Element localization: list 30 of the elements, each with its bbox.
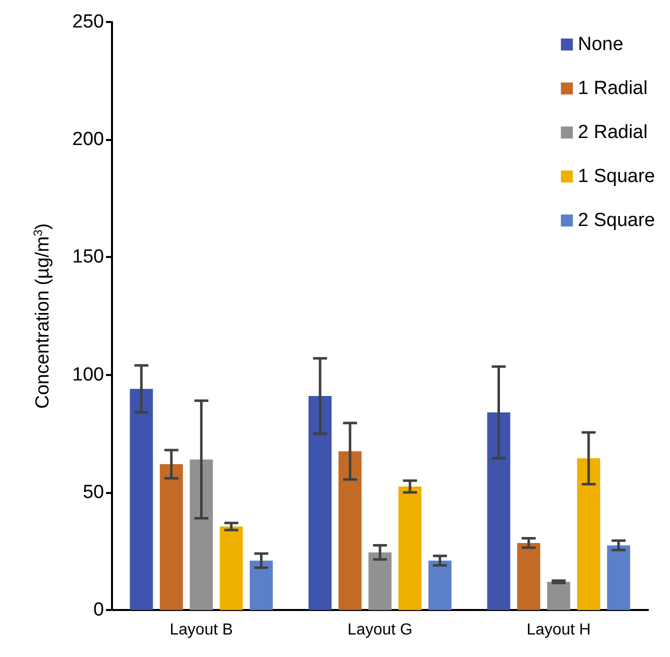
bar (398, 486, 422, 610)
bar (338, 451, 362, 610)
y-tick-label: 50 (82, 482, 104, 503)
legend-label: 2 Radial (578, 122, 648, 143)
legend-label: 1 Square (578, 166, 656, 187)
legend-label: 2 Square (578, 210, 656, 231)
bar (607, 545, 630, 610)
bar (428, 560, 452, 610)
y-axis-title: Concentration (µg/m3) (31, 223, 54, 409)
y-tick-label: 200 (72, 129, 104, 150)
bar (368, 552, 392, 610)
bar (487, 412, 510, 610)
bar (517, 542, 540, 610)
bar (220, 526, 243, 610)
x-tick-label: Layout B (170, 622, 233, 638)
bar (577, 458, 600, 610)
y-tick-label: 250 (72, 12, 104, 32)
bar (250, 560, 273, 610)
y-tick-label: 150 (72, 246, 104, 268)
legend-label: None (578, 34, 624, 55)
bar (308, 396, 332, 610)
bar (547, 582, 570, 610)
bar (130, 388, 153, 610)
x-tick-label: Layout H (526, 622, 591, 638)
bar (190, 459, 213, 610)
y-tick-label: 100 (72, 364, 104, 386)
y-tick-label: 0 (93, 600, 104, 620)
x-tick-label: Layout G (348, 622, 412, 638)
legend-label: 1 Radial (578, 78, 648, 99)
bar (160, 464, 183, 610)
